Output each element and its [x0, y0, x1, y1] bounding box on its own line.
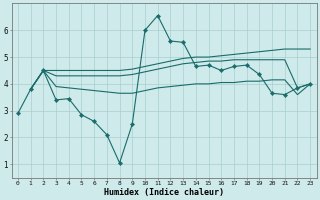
X-axis label: Humidex (Indice chaleur): Humidex (Indice chaleur): [104, 188, 224, 197]
